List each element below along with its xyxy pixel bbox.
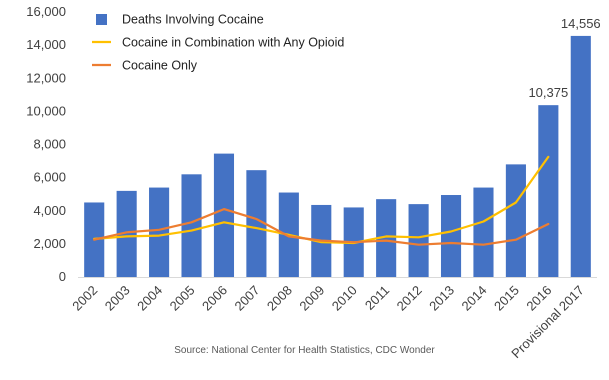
bar — [505, 164, 526, 277]
legend-swatch — [96, 14, 107, 25]
x-tick-label: 2011 — [362, 283, 392, 313]
y-tick-label: 14,000 — [26, 37, 66, 52]
bar — [246, 170, 267, 277]
x-tick-label: 2002 — [69, 283, 100, 314]
x-tick-label: 2010 — [329, 283, 360, 314]
series-line — [93, 208, 550, 246]
bar — [538, 105, 559, 277]
data-label: 10,375 — [528, 85, 568, 100]
y-tick-label: 0 — [59, 269, 66, 284]
x-tick-label: 2008 — [264, 283, 295, 314]
bar — [376, 199, 397, 277]
y-tick-label: 8,000 — [33, 137, 66, 152]
y-tick-label: 2,000 — [33, 236, 66, 251]
x-tick-label: 2012 — [394, 283, 425, 314]
y-tick-label: 6,000 — [33, 170, 66, 185]
y-tick-label: 4,000 — [33, 203, 66, 218]
x-tick-label: 2004 — [134, 283, 165, 314]
y-tick-label: 16,000 — [26, 4, 66, 19]
source-note: Source: National Center for Health Stati… — [174, 345, 435, 356]
bar — [149, 187, 170, 277]
series-line — [93, 155, 550, 245]
bar — [408, 204, 429, 277]
x-tick-label: 2003 — [102, 283, 133, 314]
legend-label: Deaths Involving Cocaine — [122, 13, 264, 27]
x-tick-label: 2005 — [167, 283, 198, 314]
x-tick-label: 2009 — [296, 283, 327, 314]
y-tick-label: 12,000 — [26, 70, 66, 85]
x-tick-label: 2007 — [231, 283, 262, 314]
bar — [473, 187, 494, 277]
legend-label: Cocaine in Combination with Any Opioid — [122, 36, 344, 50]
bar — [181, 174, 202, 277]
x-tick-label: 2013 — [426, 283, 457, 314]
bar — [570, 35, 591, 278]
x-tick-label: 2006 — [199, 283, 230, 314]
y-tick-label: 10,000 — [26, 103, 66, 118]
bar — [213, 153, 235, 277]
bar — [440, 195, 462, 277]
legend-label: Cocaine Only — [122, 59, 198, 73]
data-label: 14,556 — [561, 16, 601, 31]
x-tick-label: 2014 — [459, 283, 490, 314]
bar — [116, 190, 137, 277]
x-tick-label: 2015 — [491, 283, 522, 314]
